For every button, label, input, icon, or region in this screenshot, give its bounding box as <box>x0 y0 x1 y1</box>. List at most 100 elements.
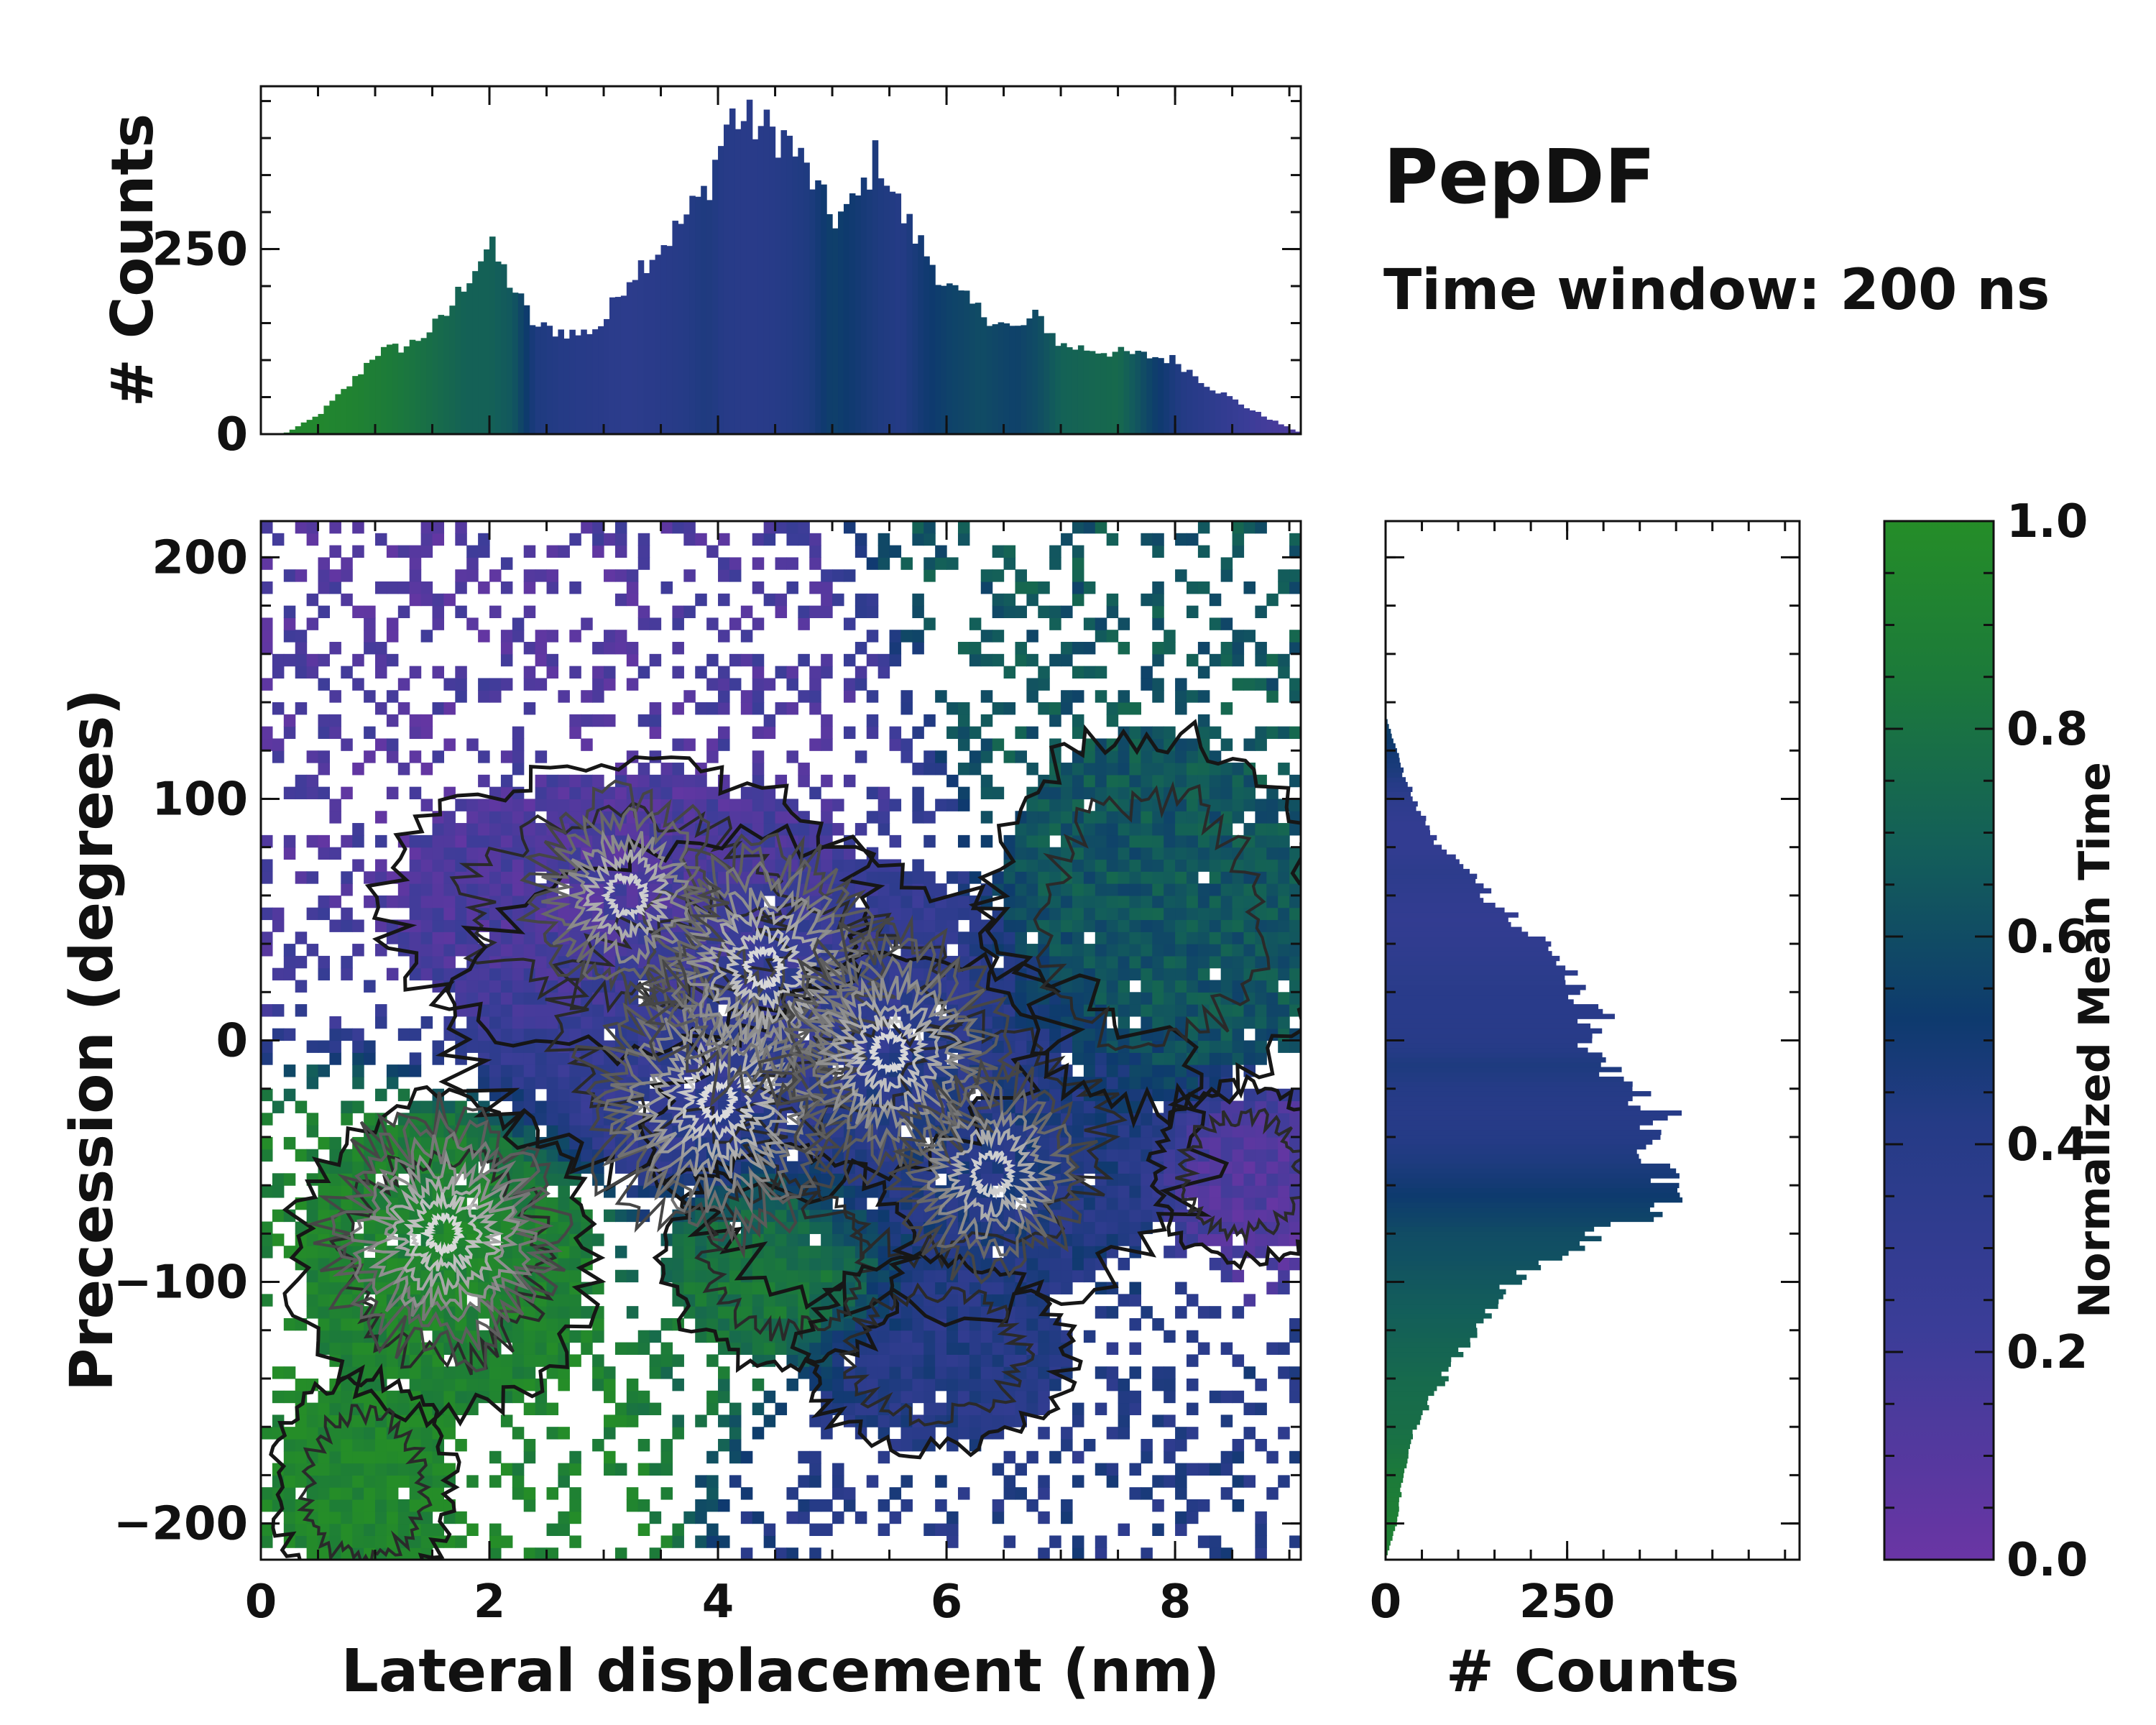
heatmap-cell <box>1232 871 1245 884</box>
heatmap-cell <box>318 1330 331 1343</box>
heatmap-cell <box>1095 883 1107 896</box>
top-histogram-bar <box>346 386 353 434</box>
heatmap-cell <box>718 1378 730 1392</box>
heatmap-cell <box>672 786 684 800</box>
heatmap-cell <box>1015 605 1027 619</box>
heatmap-cell <box>763 714 776 727</box>
heatmap-cell <box>512 944 525 957</box>
heatmap-cell <box>957 1306 970 1319</box>
heatmap-cell <box>1118 750 1130 763</box>
heatmap-cell <box>957 871 970 884</box>
heatmap-cell <box>1186 847 1199 860</box>
heatmap-cell <box>866 1209 879 1223</box>
heatmap-cell <box>1209 955 1222 969</box>
heatmap-cell <box>1003 605 1016 619</box>
heatmap-cell <box>1026 1402 1038 1415</box>
heatmap-cell <box>569 1463 581 1476</box>
heatmap-cell <box>409 847 422 860</box>
heatmap-cell <box>466 799 479 811</box>
heatmap-cell <box>1129 932 1141 944</box>
heatmap-cell <box>1083 847 1096 860</box>
heatmap-cell <box>1232 1499 1245 1512</box>
heatmap-cell <box>318 726 331 740</box>
top-histogram-bar <box>969 303 976 434</box>
top-histogram-bar <box>1112 351 1119 434</box>
heatmap-cell <box>500 811 513 824</box>
heatmap-cell <box>1243 738 1256 751</box>
heatmap-cell <box>1095 1052 1107 1065</box>
heatmap-cell <box>295 666 308 679</box>
heatmap-cell <box>752 811 765 824</box>
heatmap-cell <box>912 726 924 740</box>
heatmap-cell <box>341 1511 353 1524</box>
heatmap-cell <box>489 690 502 703</box>
heatmap-cell <box>386 1499 399 1512</box>
heatmap-cell <box>1141 980 1153 993</box>
heatmap-cell <box>626 1209 639 1223</box>
top-histogram-bar <box>1181 372 1187 434</box>
heatmap-cell <box>261 1004 273 1017</box>
heatmap-cell <box>809 1342 821 1355</box>
heatmap-cell <box>1083 1100 1096 1113</box>
heatmap-cell <box>1003 545 1016 558</box>
heatmap-cell <box>1175 1463 1187 1476</box>
heatmap-cell <box>1072 557 1084 570</box>
heatmap-cell <box>352 1450 364 1464</box>
heatmap-cell <box>1083 1221 1096 1234</box>
heatmap-cell <box>306 593 319 607</box>
heatmap-cell <box>957 521 970 534</box>
heatmap-cell <box>478 992 490 1005</box>
heatmap-cell <box>1197 642 1210 655</box>
heatmap-cell <box>1243 823 1256 836</box>
heatmap-cell <box>889 1342 902 1355</box>
heatmap-cell <box>877 533 890 546</box>
heatmap-cell <box>1186 823 1199 836</box>
heatmap-cell <box>397 581 410 594</box>
heatmap-cell <box>889 871 902 884</box>
heatmap-cell <box>683 1173 696 1186</box>
heatmap-cell <box>535 1330 548 1343</box>
heatmap-cell <box>592 1233 604 1246</box>
heatmap-cell <box>1038 1246 1050 1259</box>
heatmap-cell <box>672 1523 684 1536</box>
heatmap-cell <box>500 678 513 691</box>
heatmap-cell <box>604 533 616 546</box>
heatmap-cell <box>1197 847 1210 860</box>
heatmap-cell <box>1232 1438 1245 1452</box>
heatmap-cell <box>261 1052 273 1065</box>
heatmap-cell <box>1072 895 1084 908</box>
heatmap-cell <box>386 1511 399 1524</box>
heatmap-cell <box>306 1076 319 1090</box>
heatmap-cell <box>912 521 924 534</box>
heatmap-cell <box>775 1294 788 1307</box>
heatmap-cell <box>1197 980 1210 993</box>
heatmap-cell <box>1118 690 1130 703</box>
heatmap-cell <box>1106 811 1119 824</box>
top-histogram-ylabel: # Counts <box>99 114 166 407</box>
heatmap-cell <box>1152 1414 1164 1427</box>
heatmap-cell <box>375 1475 387 1488</box>
heatmap-cell <box>775 1246 788 1259</box>
heatmap-cell <box>775 774 788 788</box>
heatmap-cell <box>1164 1149 1176 1162</box>
heatmap-cell <box>683 569 696 582</box>
heatmap-cell <box>1049 1004 1061 1017</box>
heatmap-cell <box>775 1257 788 1271</box>
heatmap-cell <box>877 1269 890 1283</box>
heatmap-cell <box>1197 581 1210 594</box>
heatmap-cell <box>1141 763 1153 776</box>
heatmap-cell <box>352 1064 364 1077</box>
heatmap-cell <box>306 834 319 848</box>
heatmap-cell <box>523 702 536 715</box>
top-histogram-bar <box>472 271 479 434</box>
heatmap-cell <box>466 834 479 848</box>
heatmap-cell <box>558 907 570 921</box>
heatmap-cell <box>1141 1136 1153 1150</box>
heatmap-cell <box>1220 1064 1233 1077</box>
heatmap-cell <box>877 1414 890 1427</box>
heatmap-cell <box>877 1450 890 1464</box>
heatmap-cell <box>729 569 742 582</box>
heatmap-cell <box>364 1221 376 1234</box>
heatmap-cell <box>1232 630 1245 643</box>
heatmap-cell <box>752 763 765 776</box>
